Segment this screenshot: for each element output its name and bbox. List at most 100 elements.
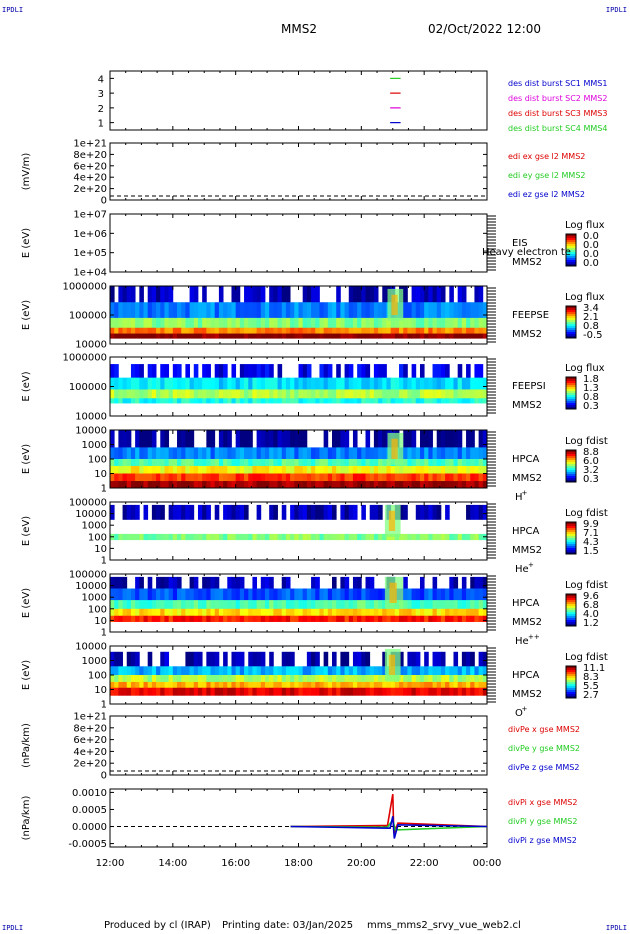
feepsi-heat-cell (411, 364, 417, 379)
feepsi-heat-cell (252, 377, 258, 390)
time-axis-label: 12:00 (96, 858, 125, 869)
divpe-ytick-label: 8e+20 (73, 723, 107, 734)
hpca-o-colorbar-cell (566, 678, 576, 681)
feepse-heat-cell (252, 333, 258, 339)
feepsi-ytick-label: 10000 (75, 412, 107, 423)
hpca-h-heat-cell (218, 430, 224, 448)
hpca-hepp-heat-cell (407, 615, 412, 622)
hpca-o-heat-cell (244, 666, 249, 676)
hpca-o-heat-cell (256, 666, 262, 676)
feepse-heat-cell (411, 317, 417, 329)
hpca-hepp-heat-cell (264, 600, 270, 610)
hpca-hepp-heat-cell (185, 600, 190, 610)
hpca-he-heat-cell (193, 533, 199, 541)
hpca-hepp-heat-cell (143, 608, 149, 617)
hpca-hepp-heat-cell (156, 615, 161, 622)
hpca-hepp-heat-cell (277, 600, 283, 610)
hpca-h-heat-cell (302, 481, 308, 489)
hpca-he-heat-cell (223, 533, 228, 541)
hpca-o-heat-cell (399, 651, 404, 667)
feepse-heat-cell (457, 286, 463, 303)
feepsi-heat-cell (419, 389, 425, 399)
hpca-h-heat-cell (164, 447, 170, 460)
feepse-heat-cell (118, 333, 123, 339)
feepse-heat-cell (432, 286, 438, 303)
hpca-o-heat-cell (197, 681, 203, 689)
hpca-hepp-heat-cell (202, 600, 207, 610)
hpca-o-heat-cell (424, 651, 429, 667)
feepsi-colorbar-frame (565, 376, 577, 410)
feepse-heat-cell (273, 333, 278, 339)
feepse-heat-cell (302, 327, 308, 334)
feepsi-heat-cell (445, 377, 450, 390)
hpca-h-heat-cell (453, 481, 459, 489)
hpca-h-colorbar-tick: 6.0 (583, 456, 599, 467)
hpca-h-heat-cell (445, 430, 450, 448)
hpca-o-heat-cell (185, 681, 190, 689)
hpca-h-heat-cell (411, 481, 417, 489)
eis-instrument-label: MMS2 (512, 257, 542, 268)
hpca-o-heat-cell (260, 681, 266, 689)
feepsi-heat-cell (361, 389, 366, 399)
feepse-heat-cell (164, 317, 170, 329)
hpca-o-heat-cell (114, 675, 119, 683)
feepsi-heat-cell (231, 389, 237, 399)
hpca-h-heat-cell (315, 465, 320, 474)
feepse-heat-cell (273, 302, 278, 319)
hpca-h-heat-cell (445, 473, 450, 482)
hpca-he-heat-cell (281, 504, 287, 520)
hpca-hepp-heat-cell (248, 615, 253, 622)
hpca-o-heat-cell (252, 651, 258, 667)
hpca-h-heat-cell (164, 430, 170, 448)
hpca-h-heat-cell (290, 447, 295, 460)
hpca-hepp-heat-cell (290, 600, 295, 610)
hpca-hepp-heat-cell (470, 576, 475, 589)
hpca-he-heat-cell (294, 504, 299, 520)
feepse-heat-cell (386, 333, 392, 339)
feepse-heat-cell (327, 317, 333, 329)
hpca-h-heat-cell (206, 465, 211, 474)
feepsi-colorbar-cell (566, 383, 576, 386)
hpca-hepp-heat-cell (147, 576, 153, 589)
divpi-legend-entry: divPi y gse MMS2 (508, 817, 577, 826)
hpca-h-heat-cell (461, 481, 467, 489)
hpca-o-heat-cell (344, 666, 350, 676)
hpca-h-heat-cell (264, 447, 270, 460)
hpca-o-colorbar-cell (566, 680, 576, 683)
hpca-hepp-heat-cell (114, 600, 119, 610)
hpca-o-heat-cell (449, 687, 454, 696)
feepsi-heat-cell (210, 398, 216, 404)
feepsi-heat-cell (193, 398, 199, 404)
hpca-hepp-heat-cell (332, 588, 337, 601)
hpca-o-heat-cell (449, 675, 454, 683)
feepse-heat-cell (445, 333, 450, 339)
feepsi-heat-cell (202, 398, 207, 404)
hpca-o-heat-cell (365, 687, 371, 696)
feepse-heat-cell (248, 286, 253, 303)
hpca-h-heat-cell (164, 481, 170, 489)
hpca-o-heat-cell (311, 681, 316, 689)
feepse-heat-cell (394, 327, 400, 334)
burst-ytick-label: 1 (98, 119, 104, 130)
hpca-hepp-heat-cell (352, 600, 358, 610)
feepse-heat-cell (390, 333, 396, 339)
hpca-o-heat-cell (147, 666, 153, 676)
hpca-h-heat-cell (218, 481, 224, 489)
hpca-hepp-heat-cell (445, 588, 450, 601)
feepsi-heat-cell (361, 364, 366, 379)
hpca-hepp-heat-cell (231, 576, 237, 589)
hpca-o-heat-cell (269, 687, 274, 696)
hpca-hepp-heat-cell (218, 608, 224, 617)
feepse-heat-cell (419, 327, 425, 334)
hpca-h-heat-cell (361, 465, 366, 474)
hpca-o-heat-cell (336, 687, 341, 696)
hpca-o-heat-cell (223, 675, 228, 683)
hpca-h-heat-cell (177, 481, 182, 489)
eis-colorbar-cell (566, 238, 576, 241)
feepse-heat-cell (361, 333, 366, 339)
hpca-hepp-heat-cell (306, 615, 312, 622)
feepsi-heat-cell (340, 389, 345, 399)
hpca-hepp-heat-cell (235, 600, 241, 610)
feepsi-heat-cell (390, 389, 396, 399)
feepse-heat-cell (457, 317, 463, 329)
